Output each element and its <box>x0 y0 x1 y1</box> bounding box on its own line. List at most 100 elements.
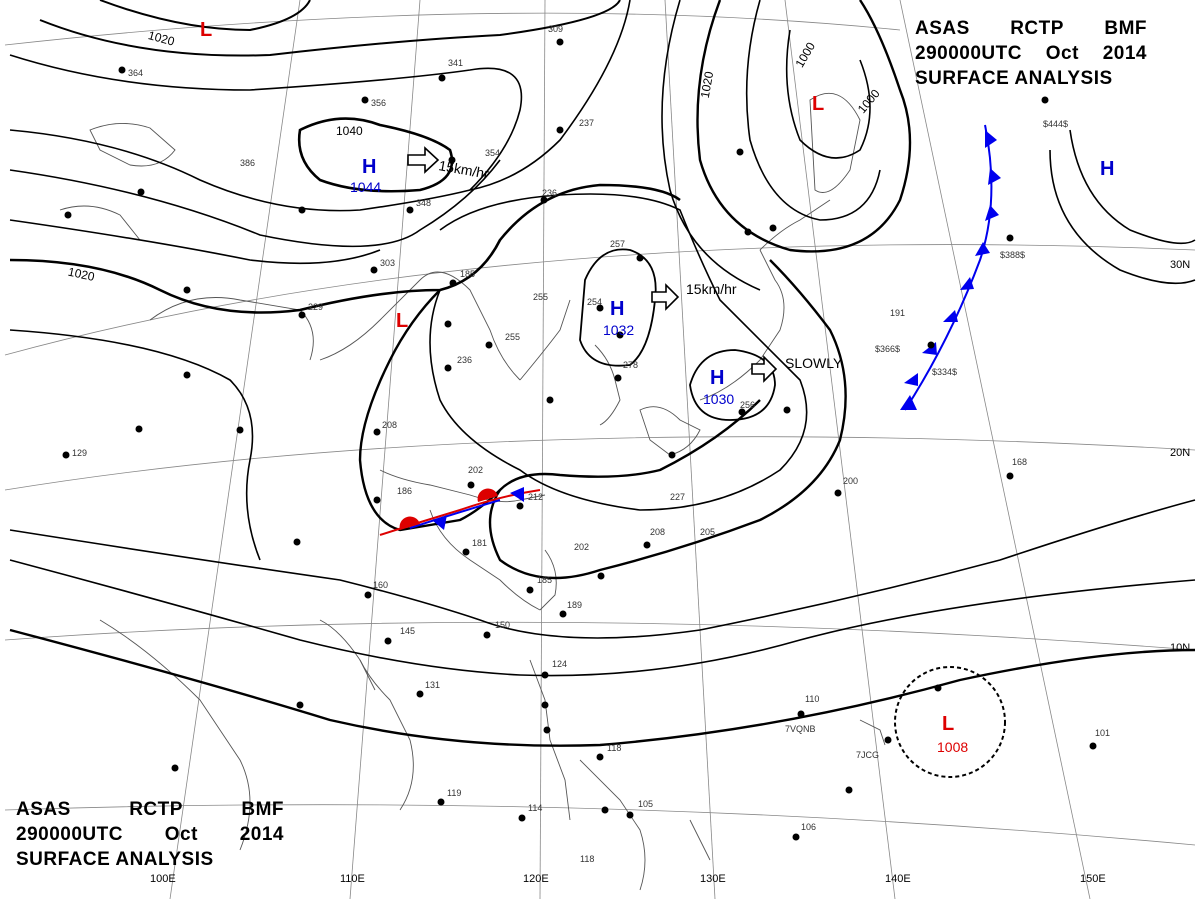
header-station: RCTP <box>1010 18 1064 39</box>
station-value: 257 <box>610 239 625 249</box>
station-value: 309 <box>548 24 563 34</box>
high-center-value: 1044 <box>350 179 381 195</box>
station-value: 106 <box>801 822 816 832</box>
high-center-value: 1030 <box>703 391 734 407</box>
header-line-3: SURFACE ANALYSIS <box>915 68 1113 89</box>
station-value: 354 <box>485 148 500 158</box>
station-value: 124 <box>552 659 567 669</box>
station-values: 364 356 341 386 354 348 303 237 236 257 … <box>72 24 1110 864</box>
header-time: 290000UTC <box>16 824 123 845</box>
low-center-letter: L <box>396 310 408 332</box>
station-value: 129 <box>72 448 87 458</box>
station-value: 212 <box>528 492 543 502</box>
header-time: 290000UTC <box>915 43 1022 64</box>
lon-label-100e: 100E <box>150 873 176 885</box>
station-value: 364 <box>128 68 143 78</box>
isobar-label: 1040 <box>336 124 363 138</box>
station-value: 236 <box>542 188 557 198</box>
station-value: 186 <box>397 486 412 496</box>
header-line-2: 290000UTC Oct 2014 <box>16 822 284 847</box>
lon-label-150e: 150E <box>1080 873 1106 885</box>
isobar-label: 1000 <box>793 40 819 70</box>
station-value: 255 <box>533 292 548 302</box>
station-value: 356 <box>371 98 386 108</box>
high-center-letter: H <box>710 367 724 389</box>
station-value: 202 <box>574 542 589 552</box>
header-month: Oct <box>1045 43 1079 64</box>
lon-label-140e: 140E <box>885 873 911 885</box>
station-value: 114 <box>528 803 542 813</box>
header-code: BMF <box>1104 18 1147 39</box>
station-value: 254 <box>587 297 602 307</box>
station-value: 168 <box>1012 457 1027 467</box>
station-value: 205 <box>700 527 715 537</box>
header-year: 2014 <box>239 824 284 845</box>
low-1008-dashed-isobar <box>894 666 1006 778</box>
station-value: 185 <box>460 269 475 279</box>
station-value: 200 <box>843 476 858 486</box>
header-station: RCTP <box>129 799 183 820</box>
station-value: $444$ <box>1043 119 1068 129</box>
station-value: 7VQNB <box>785 724 816 734</box>
station-value: $334$ <box>932 367 957 377</box>
station-value: 191 <box>890 308 905 318</box>
station-value: 202 <box>468 465 483 475</box>
header-line-3: SURFACE ANALYSIS <box>16 849 214 870</box>
header-year: 2014 <box>1102 43 1147 64</box>
station-value: 105 <box>638 799 653 809</box>
cold-front-east <box>900 124 1001 411</box>
low-center-letter: L <box>812 93 824 115</box>
header-code: BMF <box>241 799 284 820</box>
station-value: 227 <box>670 492 685 502</box>
station-value: 185 <box>537 575 552 585</box>
station-markers <box>62 38 1097 841</box>
station-value: 236 <box>457 355 472 365</box>
station-value: 256 <box>740 400 755 410</box>
header-bottom-left: ASAS RCTP BMF 290000UTC Oct 2014 SURFACE… <box>16 797 284 872</box>
high-center-letter: H <box>610 298 624 320</box>
header-month: Oct <box>164 824 198 845</box>
station-value: 278 <box>623 360 638 370</box>
header-region: ASAS <box>915 18 970 39</box>
station-value: 118 <box>580 854 594 864</box>
low-center-value: 1008 <box>937 739 968 755</box>
station-value: 150 <box>495 620 510 630</box>
station-value: 101 <box>1095 728 1110 738</box>
high-1030-isobar <box>689 349 776 421</box>
station-value: 237 <box>579 118 594 128</box>
isobar-label: 1020 <box>147 28 177 49</box>
station-value: $366$ <box>875 344 900 354</box>
high-1044-isobar <box>297 117 454 193</box>
low-northeast-isobars <box>696 0 912 253</box>
station-value: 7JCG <box>856 750 879 760</box>
header-line-1: ASAS RCTP BMF <box>915 16 1147 41</box>
isobars <box>9 0 1196 747</box>
station-value: 131 <box>425 680 440 690</box>
motion-label: 15km/hr <box>686 281 737 297</box>
isobar-label: 1020 <box>67 265 96 284</box>
high-center-letter: H <box>362 156 376 178</box>
station-value: 119 <box>447 788 461 798</box>
graticule <box>4 0 1196 899</box>
header-line-2: 290000UTC Oct 2014 <box>915 41 1147 66</box>
station-value: $388$ <box>1000 250 1025 260</box>
lon-label-120e: 120E <box>523 873 549 885</box>
station-value: 189 <box>567 600 582 610</box>
station-value: 348 <box>416 198 431 208</box>
lon-label-130e: 130E <box>700 873 726 885</box>
station-value: 208 <box>650 527 665 537</box>
station-value: 118 <box>607 743 621 753</box>
lat-label-20n: 20N <box>1170 447 1190 459</box>
isobar-labels: 1020 1040 1020 1020 1000 1000 <box>67 28 883 284</box>
header-region: ASAS <box>16 799 71 820</box>
header-top-right: ASAS RCTP BMF 290000UTC Oct 2014 SURFACE… <box>915 16 1147 91</box>
station-value: 386 <box>240 158 255 168</box>
latitude-labels: 30N 20N 10N <box>1170 259 1190 654</box>
header-line-1: ASAS RCTP BMF <box>16 797 284 822</box>
low-center-letter: L <box>200 19 212 41</box>
lon-label-110e: 110E <box>340 873 365 885</box>
station-value: 145 <box>400 626 415 636</box>
station-value: 181 <box>472 538 487 548</box>
lat-label-30n: 30N <box>1170 259 1190 271</box>
